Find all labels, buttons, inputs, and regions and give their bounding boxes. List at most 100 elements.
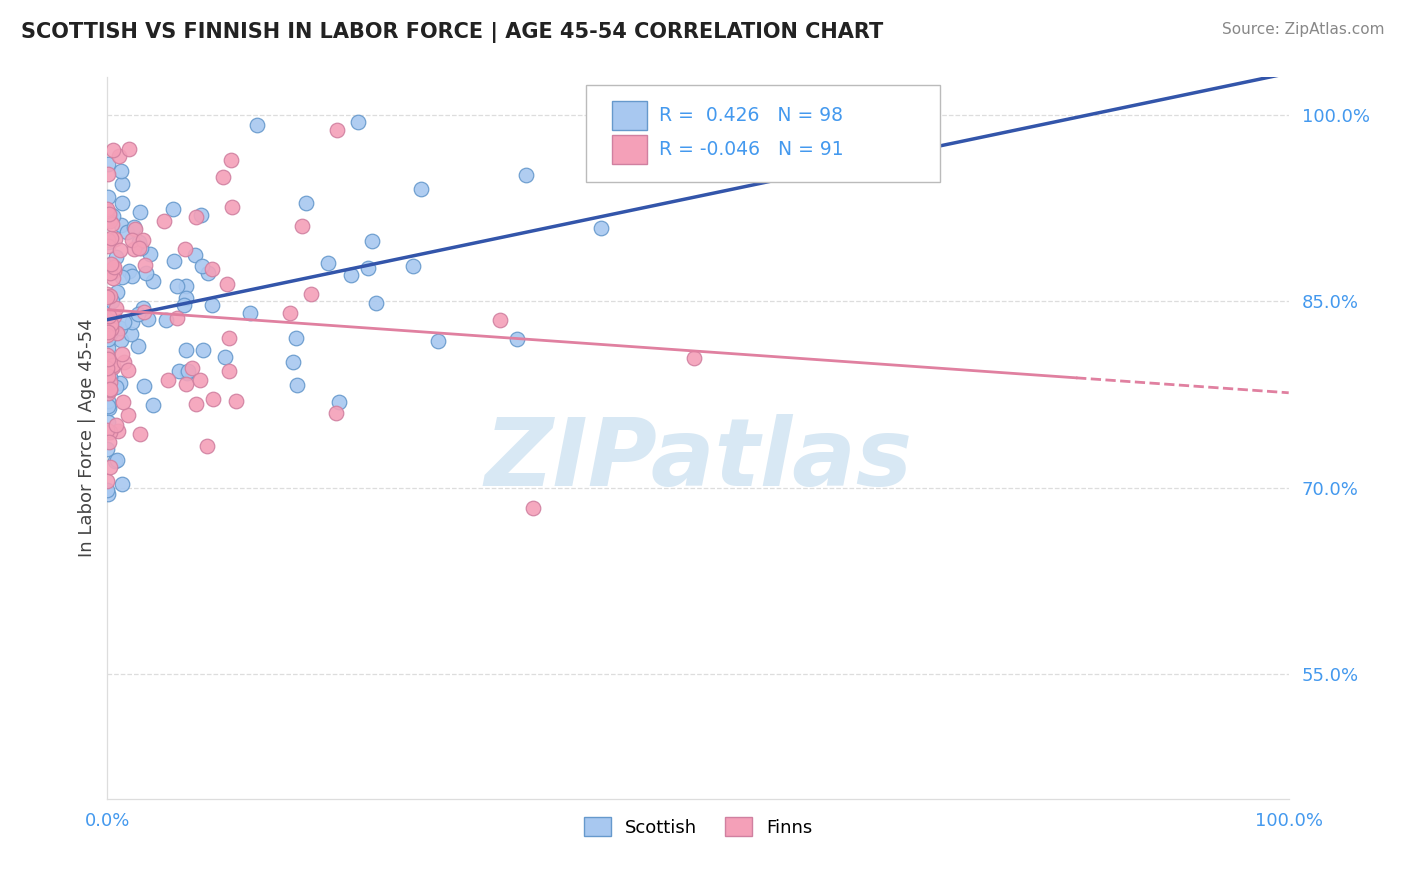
Point (111, 196, 134, 211)
Point (103, 144, 125, 158)
Point (294, 196, 316, 211)
Point (105, 285, 128, 299)
Point (96, 475, 118, 489)
Point (110, 243, 132, 257)
Point (96, 423, 118, 437)
Point (101, 294, 124, 309)
Point (200, 261, 222, 276)
Point (96, 291, 118, 305)
Point (132, 233, 155, 247)
Point (98, 289, 121, 303)
Point (132, 379, 155, 393)
Point (103, 358, 125, 372)
Point (112, 315, 135, 329)
Point (225, 394, 247, 409)
Point (100, 230, 122, 244)
Point (122, 219, 145, 234)
Point (96, 204, 118, 219)
Point (100, 257, 122, 271)
Point (111, 347, 134, 361)
Point (111, 477, 134, 491)
Point (104, 454, 127, 468)
Point (115, 225, 138, 239)
Point (96, 442, 118, 457)
Point (110, 218, 132, 232)
Point (682, 351, 704, 365)
Point (174, 343, 197, 358)
Text: SCOTTISH VS FINNISH IN LABOR FORCE | AGE 45-54 CORRELATION CHART: SCOTTISH VS FINNISH IN LABOR FORCE | AGE… (21, 22, 883, 44)
Point (214, 350, 236, 364)
Point (201, 298, 224, 312)
Point (118, 142, 141, 156)
Point (201, 392, 224, 406)
Point (108, 376, 131, 391)
Point (124, 222, 146, 236)
Point (589, 221, 612, 235)
Point (105, 250, 128, 264)
Point (506, 332, 529, 346)
Point (101, 209, 124, 223)
Point (98, 207, 121, 221)
Point (218, 331, 240, 345)
Point (97, 234, 120, 248)
Point (117, 363, 139, 377)
Point (108, 320, 131, 334)
Point (96, 399, 118, 413)
Point (157, 373, 180, 387)
Point (105, 301, 128, 315)
Point (97, 309, 120, 323)
Point (364, 295, 387, 310)
Point (121, 268, 143, 283)
Point (706, 153, 728, 168)
Point (98, 370, 121, 384)
Point (100, 326, 122, 340)
Point (218, 364, 240, 378)
Point (186, 210, 208, 224)
Point (97, 190, 120, 204)
Point (104, 417, 127, 432)
Point (107, 425, 129, 439)
Point (281, 355, 304, 369)
Point (221, 153, 243, 167)
Point (97, 207, 120, 221)
Point (191, 343, 214, 357)
Text: R = -0.046   N = 91: R = -0.046 N = 91 (659, 140, 844, 159)
Point (98, 401, 121, 416)
Point (103, 262, 125, 277)
Point (96, 328, 118, 343)
Point (340, 268, 363, 282)
Point (217, 277, 239, 291)
Point (409, 182, 432, 196)
Point (96, 361, 118, 376)
Bar (612, 102, 647, 130)
Point (128, 241, 150, 255)
Point (138, 311, 160, 326)
Point (188, 373, 211, 387)
Point (325, 406, 347, 420)
Point (155, 313, 177, 327)
Point (221, 200, 243, 214)
Point (96, 483, 118, 498)
Point (100, 359, 122, 374)
Point (97, 351, 120, 366)
Point (98, 266, 121, 280)
Point (301, 286, 323, 301)
Point (97, 369, 120, 384)
Point (97, 416, 120, 430)
Point (177, 364, 200, 378)
Point (103, 310, 125, 324)
Point (103, 260, 125, 275)
Point (96, 356, 118, 370)
Point (96, 300, 118, 314)
Point (132, 301, 155, 315)
Point (186, 397, 208, 411)
Point (98, 460, 121, 475)
Point (101, 271, 124, 285)
Point (97, 167, 120, 181)
Point (105, 326, 128, 341)
Point (100, 257, 122, 271)
Point (190, 209, 212, 223)
Point (122, 242, 145, 256)
Point (110, 163, 132, 178)
Point (118, 264, 141, 278)
